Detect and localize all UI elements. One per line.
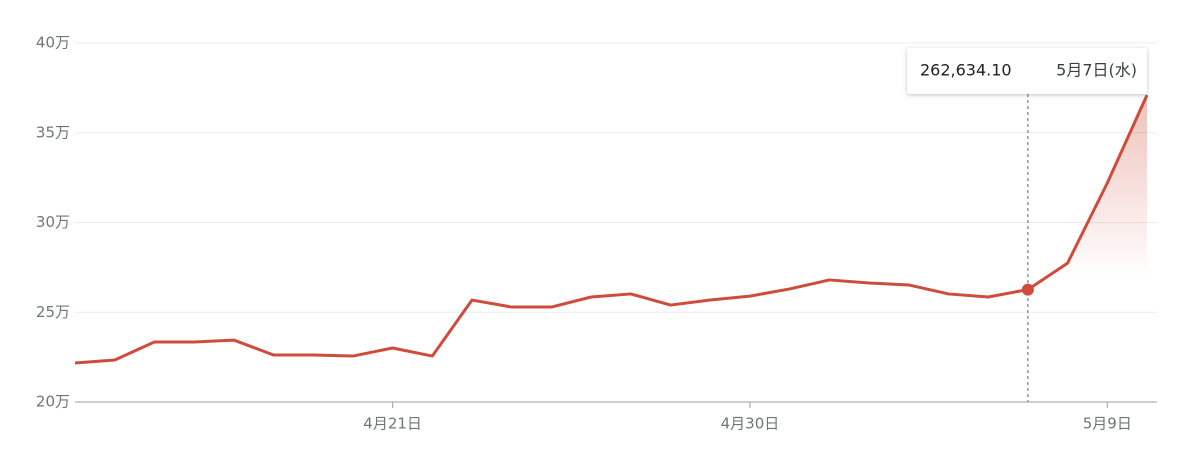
x-tick-label: 4月30日 (721, 415, 780, 433)
y-tick-label: 35万 (36, 123, 70, 141)
tooltip-date: 5月7日(水) (1056, 61, 1137, 80)
y-tick-label: 25万 (36, 303, 70, 321)
tooltip (907, 48, 1147, 94)
highlight-area (1027, 95, 1147, 403)
x-tick-label: 5月9日 (1083, 415, 1132, 433)
hover-point (1021, 283, 1034, 296)
tooltip-value: 262,634.10 (920, 61, 1012, 80)
x-tick-label: 4月21日 (363, 415, 422, 433)
y-tick-label: 30万 (36, 213, 70, 231)
y-tick-label: 20万 (36, 393, 70, 411)
y-tick-label: 40万 (36, 34, 70, 52)
price-line (74, 94, 1149, 365)
